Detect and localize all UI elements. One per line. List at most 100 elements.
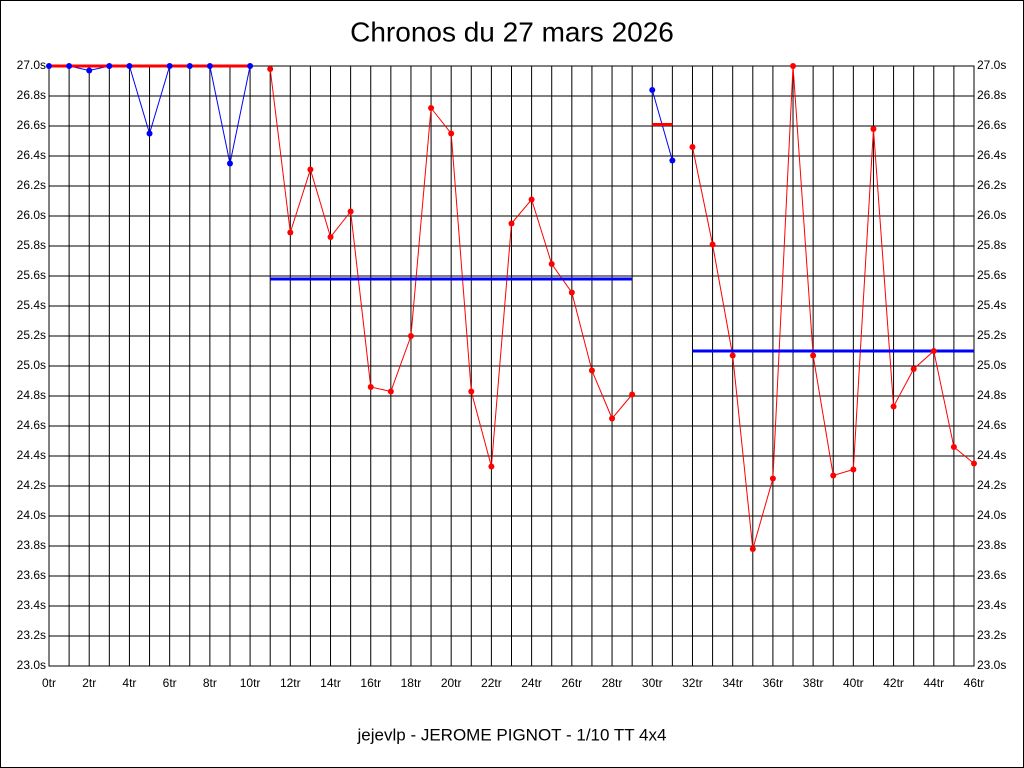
point: [769, 475, 776, 482]
y-tick-label: 23.2s: [17, 628, 46, 642]
point: [689, 144, 696, 150]
y2-tick-label: 24.6s: [977, 418, 1006, 432]
point: [347, 208, 354, 215]
point: [307, 166, 314, 173]
point: [669, 157, 676, 164]
point: [468, 388, 475, 395]
x-tick-label: 6tr: [163, 676, 177, 690]
y-tick-label: 27.0s: [17, 58, 46, 72]
point: [407, 333, 414, 339]
x-tick-label: 32tr: [682, 676, 703, 690]
y2-tick-label: 23.2s: [977, 628, 1006, 642]
x-tick-label: 26tr: [561, 676, 582, 690]
x-tick-label: 0tr: [42, 676, 56, 690]
y-tick-label: 24.8s: [17, 388, 46, 402]
point: [508, 220, 515, 227]
point: [790, 63, 797, 69]
x-tick-label: 2tr: [82, 676, 96, 690]
point: [749, 546, 756, 552]
x-tick-label: 24tr: [521, 676, 542, 690]
point: [387, 388, 394, 395]
x-tick-label: 4tr: [122, 676, 136, 690]
y-tick-label: 24.0s: [17, 508, 46, 522]
y2-tick-label: 25.6s: [977, 268, 1006, 282]
y2-tick-label: 24.2s: [977, 478, 1006, 492]
point: [729, 352, 736, 359]
point: [226, 160, 233, 167]
point: [528, 196, 535, 203]
point: [186, 63, 193, 69]
y2-tick-label: 26.6s: [977, 118, 1006, 132]
point: [247, 63, 254, 69]
x-tick-label: 10tr: [240, 676, 261, 690]
point: [588, 367, 595, 374]
y-tick-label: 25.8s: [17, 238, 46, 252]
point: [971, 460, 977, 467]
point: [890, 403, 897, 410]
y-tick-label: 26.8s: [17, 88, 46, 102]
point: [86, 67, 93, 74]
y-tick-label: 23.6s: [17, 568, 46, 582]
x-tick-label: 16tr: [360, 676, 381, 690]
point: [428, 105, 435, 111]
x-tick-label: 36tr: [763, 676, 784, 690]
y-tick-label: 25.6s: [17, 268, 46, 282]
point: [126, 63, 133, 69]
point: [267, 66, 274, 72]
footer: jejevlp - JEROME PIGNOT - 1/10 TT 4x4: [357, 725, 667, 744]
point: [950, 444, 957, 450]
y2-tick-label: 26.0s: [977, 208, 1006, 222]
point: [206, 63, 213, 69]
point: [830, 472, 837, 479]
point: [488, 463, 495, 470]
y-tick-label: 26.4s: [17, 148, 46, 162]
y2-tick-label: 25.8s: [977, 238, 1006, 252]
point: [810, 352, 817, 359]
y2-tick-label: 23.8s: [977, 538, 1006, 552]
y2-tick-label: 24.8s: [977, 388, 1006, 402]
y-tick-label: 25.2s: [17, 328, 46, 342]
point: [106, 63, 113, 69]
point: [649, 87, 656, 93]
x-tick-label: 42tr: [883, 676, 904, 690]
point: [367, 384, 374, 390]
y-tick-label: 26.0s: [17, 208, 46, 222]
y2-tick-label: 25.4s: [977, 298, 1006, 312]
y2-tick-label: 26.8s: [977, 88, 1006, 102]
x-tick-label: 12tr: [280, 676, 301, 690]
y-tick-label: 24.4s: [17, 448, 46, 462]
y-tick-label: 23.4s: [17, 598, 46, 612]
point: [870, 126, 877, 132]
x-tick-label: 46tr: [964, 676, 985, 690]
y2-tick-label: 27.0s: [977, 58, 1006, 72]
point: [609, 415, 616, 422]
chart-title: Chronos du 27 mars 2026: [350, 16, 674, 47]
y-tick-label: 26.6s: [17, 118, 46, 132]
x-tick-label: 30tr: [642, 676, 663, 690]
y2-tick-label: 25.2s: [977, 328, 1006, 342]
point: [548, 261, 555, 267]
point: [930, 348, 937, 354]
x-tick-label: 38tr: [803, 676, 824, 690]
y-tick-label: 26.2s: [17, 178, 46, 192]
y2-tick-label: 24.4s: [977, 448, 1006, 462]
y-tick-label: 23.8s: [17, 538, 46, 552]
point: [327, 234, 334, 240]
y2-tick-label: 26.2s: [977, 178, 1006, 192]
x-tick-label: 14tr: [320, 676, 341, 690]
x-tick-label: 20tr: [441, 676, 462, 690]
point: [448, 130, 455, 137]
y2-tick-label: 25.0s: [977, 358, 1006, 372]
point: [709, 241, 716, 248]
x-tick-label: 18tr: [401, 676, 422, 690]
x-tick-label: 34tr: [722, 676, 743, 690]
point: [568, 289, 575, 296]
point: [146, 130, 153, 137]
y-tick-label: 25.4s: [17, 298, 46, 312]
y2-tick-label: 26.4s: [977, 148, 1006, 162]
y2-tick-label: 23.0s: [977, 658, 1006, 672]
x-tick-label: 22tr: [481, 676, 502, 690]
x-tick-label: 8tr: [203, 676, 217, 690]
point: [910, 366, 917, 372]
